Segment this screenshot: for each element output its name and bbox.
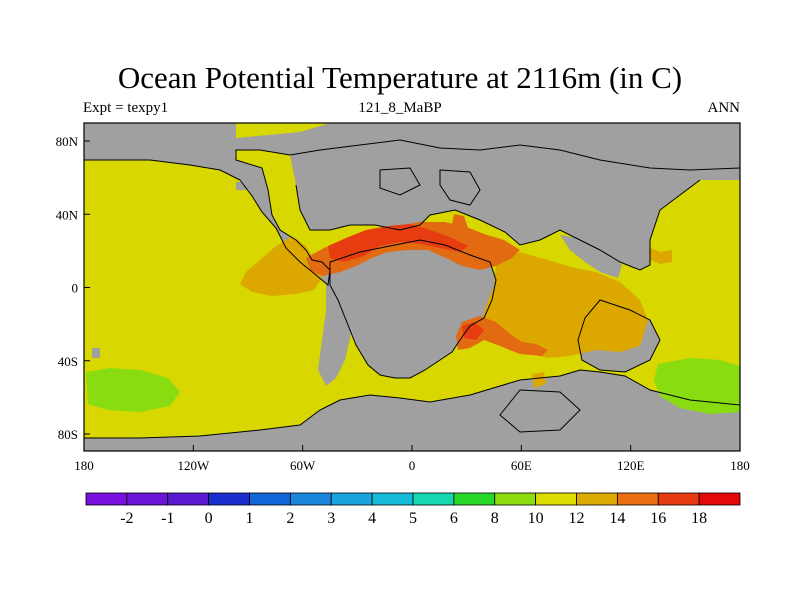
colorbar-label: 4 [368, 510, 376, 527]
season-label: ANN [707, 100, 741, 116]
lon-tick-label: 120E [617, 458, 645, 473]
colorbar-label: 3 [327, 510, 335, 527]
colorbar-label: 0 [205, 510, 213, 527]
colorbar-swatch [126, 492, 169, 506]
colorbar-swatch [289, 492, 332, 506]
colorbar-swatch [167, 492, 210, 506]
land-mask [84, 123, 740, 451]
colorbar-label: 1 [246, 510, 254, 527]
lon-tick-label: 180 [74, 458, 94, 473]
colorbar-swatch [698, 492, 741, 506]
map-plot-area [83, 122, 741, 452]
colorbar-label: 12 [569, 510, 585, 527]
colorbar-swatch [657, 492, 700, 506]
colorbar-swatch [576, 492, 618, 506]
colorbar-swatch [535, 492, 577, 506]
experiment-label: Expt = texpy1 [83, 100, 169, 116]
latitude-axis: 80N 40N 0 40S 80S [56, 134, 90, 442]
colorbar: -2 -1 0 1 2 3 4 5 6 8 10 12 14 16 18 [85, 492, 741, 527]
colorbar-label: -2 [120, 510, 133, 527]
lon-tick-label: 0 [409, 458, 416, 473]
lat-tick-label: 40N [56, 207, 79, 222]
lon-tick-label: 60E [511, 458, 532, 473]
colorbar-label: 5 [409, 510, 417, 527]
colorbar-label: -1 [161, 510, 174, 527]
colorbar-swatch [208, 492, 250, 506]
map-title: Ocean Potential Temperature at 2116m (in… [117, 60, 683, 95]
colorbar-label: 8 [491, 510, 499, 527]
colorbar-swatch [249, 492, 291, 506]
colorbar-swatch [412, 492, 455, 506]
coastlines [84, 139, 741, 439]
colorbar-swatch [616, 492, 659, 506]
colorbar-label: 10 [528, 510, 544, 527]
colorbar-label: 16 [650, 510, 666, 527]
lat-tick-label: 0 [72, 281, 79, 296]
lon-tick-label: 120W [177, 458, 210, 473]
colorbar-swatch [85, 492, 128, 506]
lon-tick-label: 180 [730, 458, 750, 473]
colorbar-swatch [453, 492, 496, 506]
lat-tick-label: 80S [58, 427, 78, 442]
longitude-axis: 180 120W 60W 0 60E 120E 180 [74, 445, 750, 473]
lat-tick-label: 40S [58, 354, 78, 369]
colorbar-label: 18 [691, 510, 707, 527]
lat-tick-label: 80N [56, 134, 79, 149]
colorbar-swatch [371, 492, 414, 506]
warm-regions [86, 214, 740, 414]
colorbar-label: 14 [609, 510, 625, 527]
colorbar-label: 2 [286, 510, 294, 527]
colorbar-label: 6 [450, 510, 458, 527]
colorbar-swatch [494, 492, 537, 506]
colorbar-swatch [330, 492, 373, 506]
time-label: 121_8_MaBP [358, 100, 442, 116]
lon-tick-label: 60W [290, 458, 316, 473]
